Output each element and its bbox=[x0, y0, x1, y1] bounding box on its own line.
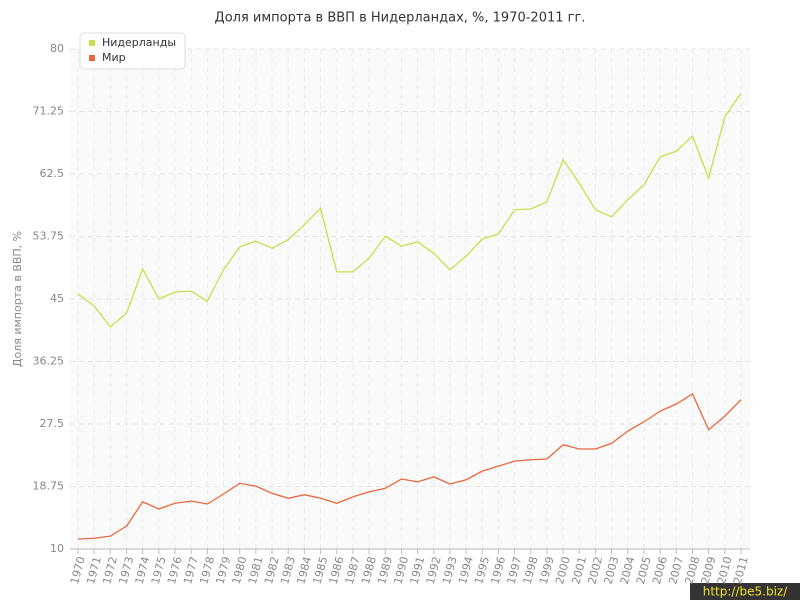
y-tick-label: 80 bbox=[50, 42, 64, 55]
legend-label: Мир bbox=[102, 51, 126, 64]
y-tick-label: 45 bbox=[50, 292, 64, 305]
legend-label: Нидерланды bbox=[102, 36, 176, 49]
y-tick-label: 36.25 bbox=[33, 355, 65, 368]
y-tick-label: 62.5 bbox=[40, 167, 65, 180]
plot-area bbox=[70, 49, 750, 549]
watermark-bg bbox=[690, 583, 800, 600]
y-tick-label: 71.25 bbox=[33, 105, 65, 118]
series-line bbox=[77, 92, 742, 328]
legend: Нидерланды Мир bbox=[79, 32, 186, 70]
legend-box bbox=[79, 32, 186, 70]
watermark: http://be5.biz/ bbox=[703, 585, 788, 599]
series-line bbox=[77, 393, 742, 540]
y-tick-label: 53.75 bbox=[33, 230, 65, 243]
legend-swatch bbox=[89, 55, 95, 61]
y-axis-label: Доля импорта в ВВП, % bbox=[11, 231, 24, 367]
legend-swatch bbox=[89, 40, 95, 46]
y-tick-label: 18.75 bbox=[33, 480, 65, 493]
chart-title: Доля импорта в ВВП в Нидерландах, %, 197… bbox=[215, 11, 586, 26]
y-tick-label: 27.5 bbox=[40, 417, 65, 430]
y-tick-label: 10 bbox=[50, 542, 64, 555]
